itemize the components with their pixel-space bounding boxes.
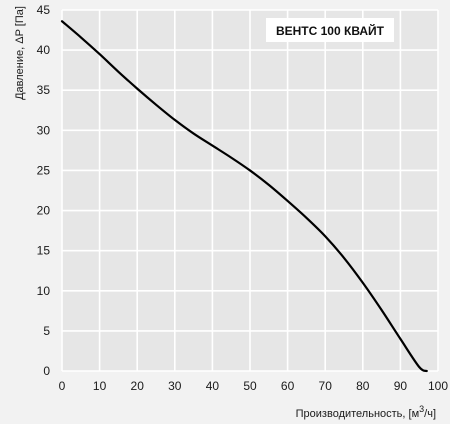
x-tick-label: 70 xyxy=(319,379,333,393)
y-tick-label: 45 xyxy=(37,3,51,17)
x-tick-label: 10 xyxy=(93,379,107,393)
y-tick-label: 35 xyxy=(37,83,51,97)
y-tick-label: 15 xyxy=(37,244,51,258)
chart-title: ВЕНТС 100 КВАЙТ xyxy=(276,23,385,38)
x-tick-label: 100 xyxy=(428,379,448,393)
x-axis-label-tail: /ч] xyxy=(424,408,436,420)
y-tick-label: 30 xyxy=(37,123,51,137)
x-axis-ticks: 0 10 20 30 40 50 60 70 80 90 100 xyxy=(59,379,449,393)
series-line xyxy=(60,20,428,373)
y-tick-label: 0 xyxy=(43,364,50,378)
y-tick-label: 40 xyxy=(37,43,51,57)
x-axis-label-main: Производительность, [м xyxy=(296,408,420,420)
y-axis-ticks: 0 5 10 15 20 25 30 35 40 45 xyxy=(37,3,51,378)
x-axis-label-superscript: 3 xyxy=(419,404,424,414)
grid xyxy=(61,9,439,372)
x-axis-label: Производительность, [м3/ч] xyxy=(296,404,436,420)
x-tick-label: 60 xyxy=(281,379,295,393)
x-tick-label: 20 xyxy=(131,379,145,393)
x-tick-label: 90 xyxy=(394,379,408,393)
title-box xyxy=(266,18,394,42)
x-tick-label: 0 xyxy=(59,379,66,393)
y-axis-label: Давление, ΔP [Па] xyxy=(14,6,26,100)
y-tick-label: 10 xyxy=(37,284,51,298)
x-tick-label: 50 xyxy=(243,379,257,393)
y-tick-label: 20 xyxy=(37,204,51,218)
y-tick-label: 5 xyxy=(43,324,50,338)
x-tick-label: 30 xyxy=(168,379,182,393)
x-tick-label: 80 xyxy=(356,379,370,393)
x-tick-label: 40 xyxy=(206,379,220,393)
y-tick-label: 25 xyxy=(37,163,51,177)
